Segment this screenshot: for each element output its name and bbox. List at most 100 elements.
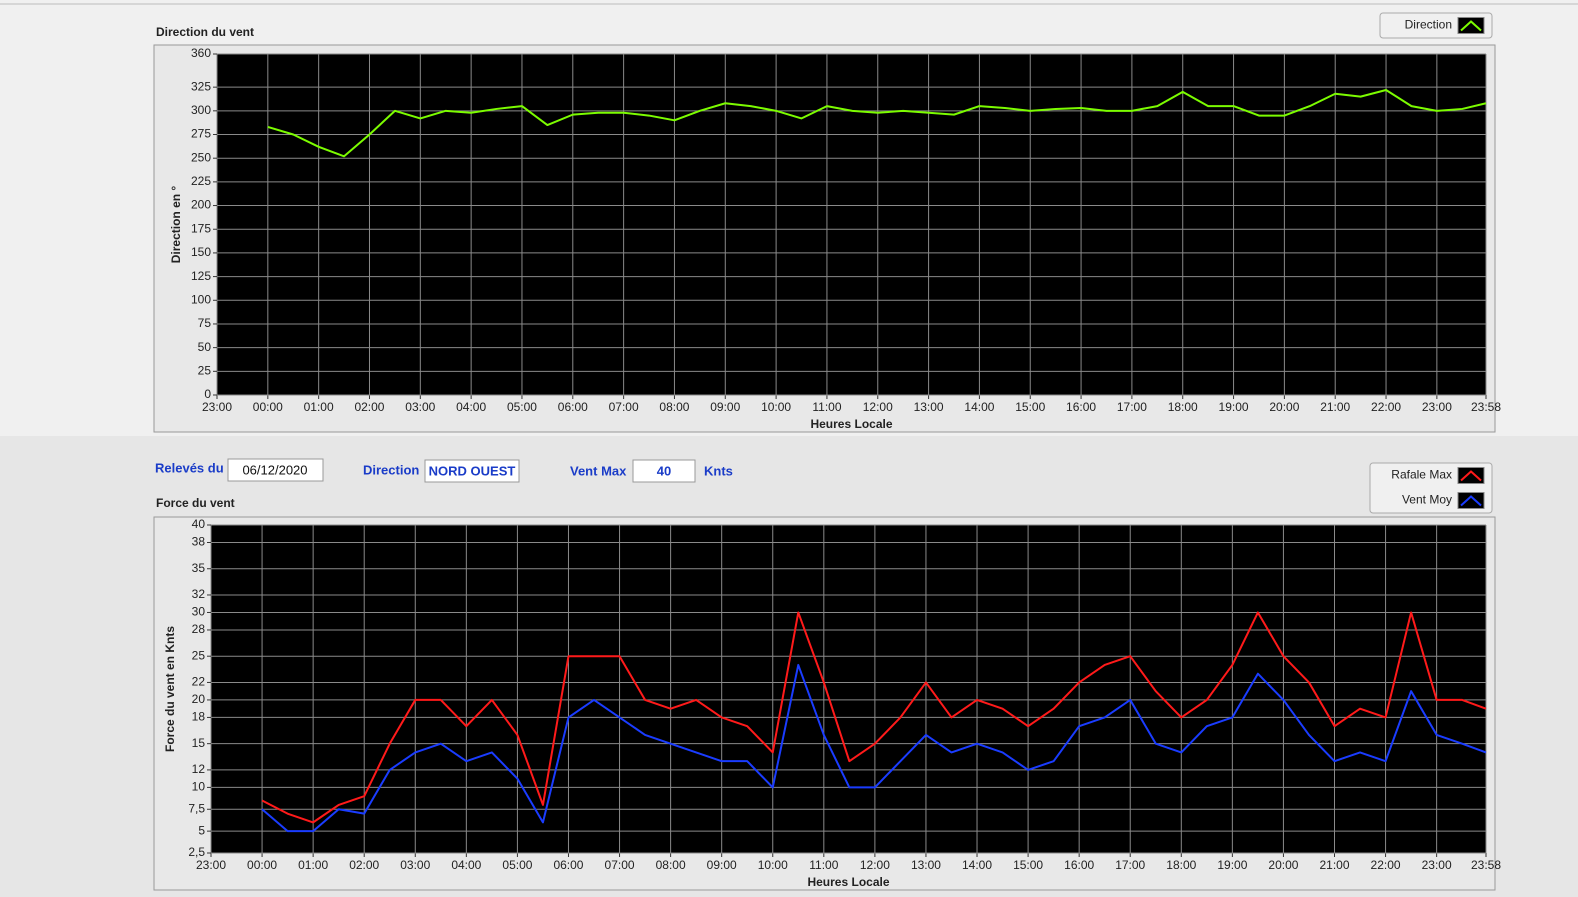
y-tick-label: 15	[192, 736, 206, 750]
x-tick-label: 23:00	[196, 858, 226, 872]
x-tick-label: 02:00	[354, 400, 384, 414]
x-tick-label: 11:00	[812, 400, 841, 414]
y-tick-label: 150	[191, 245, 211, 259]
x-tick-label: 10:00	[761, 400, 791, 414]
x-tick-label: 12:00	[863, 400, 893, 414]
direction-value: NORD OUEST	[429, 463, 516, 478]
y-tick-label: 125	[191, 269, 211, 283]
x-tick-label: 19:00	[1217, 858, 1247, 872]
x-tick-label: 13:00	[914, 400, 944, 414]
x-tick-label: 23:58	[1471, 858, 1501, 872]
x-tick-label: 04:00	[451, 858, 481, 872]
y-tick-label: 35	[192, 561, 206, 575]
x-tick-label: 07:00	[605, 858, 635, 872]
x-tick-label: 06:00	[558, 400, 588, 414]
x-tick-label: 21:00	[1319, 858, 1349, 872]
y-tick-label: 28	[192, 622, 206, 636]
legend-label: Rafale Max	[1391, 468, 1452, 482]
x-tick-label: 16:00	[1066, 400, 1096, 414]
x-tick-label: 06:00	[553, 858, 583, 872]
y-tick-label: 200	[191, 198, 211, 212]
legend-swatch-line	[1460, 470, 1482, 482]
y-tick-label: 100	[191, 292, 211, 306]
x-tick-label: 03:00	[400, 858, 430, 872]
x-tick-label: 03:00	[405, 400, 435, 414]
y-tick-label: 12	[192, 762, 206, 776]
y-tick-label: 38	[192, 535, 206, 549]
x-tick-label: 17:00	[1115, 858, 1145, 872]
y-tick-label: 250	[191, 150, 211, 164]
y-tick-label: 300	[191, 103, 211, 117]
y-tick-label: 10	[192, 780, 206, 794]
x-tick-label: 20:00	[1269, 400, 1299, 414]
x-tick-label: 07:00	[609, 400, 639, 414]
x-tick-label: 20:00	[1268, 858, 1298, 872]
x-tick-label: 14:00	[964, 400, 994, 414]
x-tick-label: 09:00	[707, 858, 737, 872]
x-tick-label: 01:00	[298, 858, 328, 872]
y-tick-label: 325	[191, 79, 211, 93]
x-tick-label: 14:00	[962, 858, 992, 872]
y-tick-label: 2,5	[188, 845, 205, 859]
y-tick-label: 0	[204, 387, 211, 401]
legend-label: Direction	[1405, 18, 1452, 32]
vent-max-label: Vent Max	[570, 463, 627, 478]
x-tick-label: 18:00	[1168, 400, 1198, 414]
plot-area	[217, 54, 1486, 395]
x-tick-label: 23:00	[1422, 858, 1452, 872]
legend-label: Vent Moy	[1402, 493, 1452, 507]
x-tick-label: 05:00	[502, 858, 532, 872]
y-tick-label: 5	[198, 823, 205, 837]
x-tick-label: 16:00	[1064, 858, 1094, 872]
vent-max-value: 40	[657, 463, 671, 478]
vent-max-field[interactable]	[632, 459, 696, 483]
y-axis-label: Force du vent en Knts	[163, 626, 177, 752]
y-tick-label: 32	[192, 587, 206, 601]
date-field[interactable]	[227, 458, 324, 482]
y-tick-label: 25	[192, 648, 206, 662]
legend-swatch	[1457, 17, 1485, 34]
x-tick-label: 10:00	[758, 858, 788, 872]
x-tick-label: 19:00	[1219, 400, 1249, 414]
x-tick-label: 00:00	[247, 858, 277, 872]
x-tick-label: 22:00	[1371, 858, 1401, 872]
x-tick-label: 01:00	[304, 400, 334, 414]
legend-swatch-line	[1460, 20, 1482, 32]
y-axis-label: Direction en °	[169, 186, 183, 264]
x-tick-label: 02:00	[349, 858, 379, 872]
y-tick-label: 25	[198, 363, 212, 377]
x-tick-label: 23:00	[202, 400, 232, 414]
date-label: Relevés du	[155, 460, 224, 475]
x-tick-label: 08:00	[659, 400, 689, 414]
y-tick-label: 7,5	[188, 801, 205, 815]
data-line	[261, 663, 1487, 833]
y-tick-label: 175	[191, 221, 211, 235]
x-tick-label: 15:00	[1015, 400, 1045, 414]
date-value: 06/12/2020	[242, 462, 307, 477]
x-tick-label: 12:00	[860, 858, 890, 872]
data-line	[267, 88, 1487, 158]
x-tick-label: 00:00	[253, 400, 283, 414]
y-tick-label: 18	[192, 710, 206, 724]
plot-area	[211, 525, 1486, 853]
x-axis-label: Heures Locale	[810, 417, 892, 431]
y-tick-label: 75	[198, 316, 212, 330]
x-tick-label: 21:00	[1320, 400, 1350, 414]
x-tick-label: 05:00	[507, 400, 537, 414]
y-tick-label: 22	[192, 675, 206, 689]
x-tick-label: 11:00	[809, 858, 838, 872]
y-tick-label: 275	[191, 127, 211, 141]
y-tick-label: 360	[191, 46, 211, 60]
y-tick-label: 30	[192, 605, 206, 619]
y-tick-label: 20	[192, 692, 206, 706]
unit-label: Knts	[704, 463, 733, 478]
direction-field[interactable]	[424, 459, 520, 483]
x-tick-label: 17:00	[1117, 400, 1147, 414]
x-tick-label: 22:00	[1371, 400, 1401, 414]
y-tick-label: 40	[192, 517, 206, 531]
x-tick-label: 15:00	[1013, 858, 1043, 872]
x-tick-label: 09:00	[710, 400, 740, 414]
x-tick-label: 23:58	[1471, 400, 1501, 414]
